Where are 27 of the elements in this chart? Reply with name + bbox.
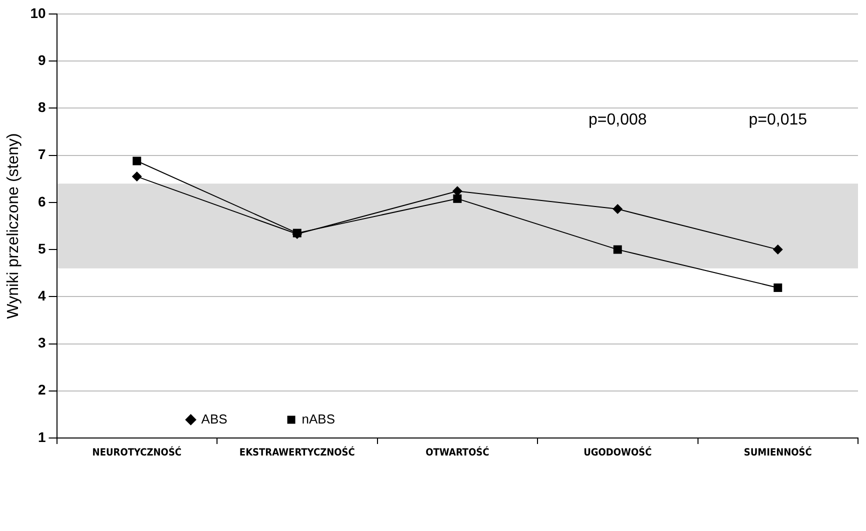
annotation: p=0,015 xyxy=(748,111,808,128)
x-tick-label: EKSTRAWERTYCZNOŚĆ xyxy=(239,446,356,459)
y-tick-label: 6 xyxy=(38,193,46,210)
point xyxy=(772,244,783,255)
y-tick-label: 9 xyxy=(38,52,46,68)
legend-label: nABS xyxy=(302,411,336,426)
y-tick-label: 3 xyxy=(38,334,46,351)
legend-label: ABS xyxy=(201,411,228,426)
y-tick-label: 10 xyxy=(30,4,46,21)
point xyxy=(132,156,142,166)
point xyxy=(132,172,142,182)
y-tick-label: 5 xyxy=(38,240,46,256)
x-tick-label: UGODOWOŚĆ xyxy=(584,446,652,459)
annotation: p=0,008 xyxy=(588,111,647,128)
x-tick-label: NEUROTYCZNOŚĆ xyxy=(92,446,182,459)
y-tick-label: 8 xyxy=(38,99,46,116)
point xyxy=(613,245,622,254)
y-axis-title: Wyniki przeliczone (steny) xyxy=(5,133,22,319)
y-tick-label: 4 xyxy=(38,288,46,304)
point xyxy=(774,283,782,292)
y-tick-label: 7 xyxy=(38,146,46,162)
x-tick-label: SUMIENNOŚĆ xyxy=(744,446,812,459)
x-tick-label: OTWARTOŚĆ xyxy=(426,446,490,459)
point xyxy=(453,194,462,203)
point xyxy=(612,204,623,214)
y-tick-label: 1 xyxy=(38,428,46,445)
y-tick-label: 2 xyxy=(38,382,46,398)
